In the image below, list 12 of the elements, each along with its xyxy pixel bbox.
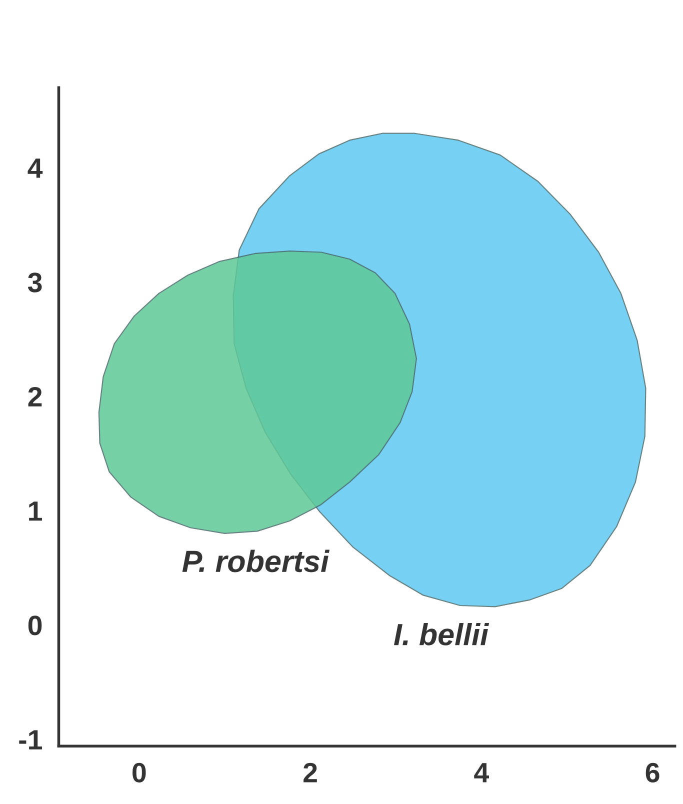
y-tick-label: 4: [28, 158, 43, 178]
x-tick-label: 0: [132, 762, 146, 782]
x-tick-label: 6: [646, 762, 660, 782]
series-label: P. robertsi: [182, 550, 330, 572]
x-tick-label: 4: [474, 763, 490, 782]
y-tick-label: 3: [28, 272, 42, 292]
y-tick-label: 2: [28, 386, 42, 406]
x-tick-label: 2: [304, 762, 317, 782]
y-tick-label: 0: [28, 616, 42, 636]
series-label: I. bellii: [394, 622, 490, 646]
y-tick-label: 1: [29, 502, 42, 521]
y-tick-label: -1: [19, 730, 42, 750]
